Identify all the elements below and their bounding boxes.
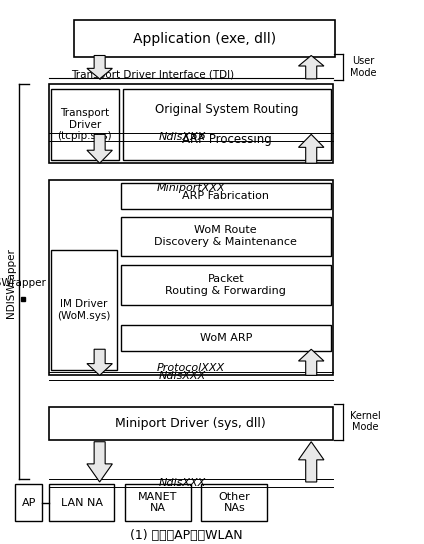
Bar: [121, 183, 331, 209]
Text: Transport
Driver
(tcpip.sys): Transport Driver (tcpip.sys): [58, 108, 112, 141]
Text: NDISWrapper: NDISWrapper: [6, 248, 16, 318]
Bar: [121, 325, 331, 351]
Bar: [123, 89, 331, 160]
Text: Application (exe, dll): Application (exe, dll): [133, 32, 276, 46]
Bar: [51, 250, 117, 370]
Text: User
Mode: User Mode: [350, 56, 376, 78]
Text: Packet
Routing & Forwarding: Packet Routing & Forwarding: [165, 274, 286, 296]
Text: Miniport Driver (sys, dll): Miniport Driver (sys, dll): [115, 417, 266, 430]
Text: IM Driver
(WoM.sys): IM Driver (WoM.sys): [57, 299, 110, 321]
Text: Kernel
Mode: Kernel Mode: [350, 411, 381, 432]
Bar: [51, 89, 119, 160]
Bar: [49, 84, 333, 163]
Text: LAN NA: LAN NA: [61, 498, 103, 508]
Polygon shape: [87, 442, 112, 482]
Text: MiniportXXX: MiniportXXX: [156, 183, 225, 193]
Text: MANET
NA: MANET NA: [138, 492, 178, 514]
Bar: [125, 484, 191, 521]
Bar: [49, 180, 333, 375]
Bar: [121, 265, 331, 305]
Bar: [49, 484, 114, 521]
Polygon shape: [87, 349, 112, 375]
Text: WoM Route
Discovery & Maintenance: WoM Route Discovery & Maintenance: [154, 225, 297, 247]
Text: NdisXXX: NdisXXX: [159, 132, 206, 141]
Text: WoM ARP: WoM ARP: [200, 333, 252, 343]
Text: AP: AP: [22, 498, 36, 508]
Polygon shape: [298, 55, 324, 79]
Text: ProtocolXXX: ProtocolXXX: [157, 363, 225, 373]
Text: NDISWrapper: NDISWrapper: [0, 278, 45, 288]
Polygon shape: [87, 134, 112, 163]
Text: NdisXXX: NdisXXX: [159, 478, 206, 487]
Text: NdisXXX: NdisXXX: [159, 371, 206, 381]
Polygon shape: [298, 442, 324, 482]
Text: ARP Fabrication: ARP Fabrication: [182, 191, 269, 201]
Bar: [201, 484, 267, 521]
Text: Other
NAs: Other NAs: [218, 492, 250, 514]
Bar: [74, 20, 335, 57]
Bar: [121, 217, 331, 256]
Bar: [49, 407, 333, 440]
Bar: [15, 484, 42, 521]
Text: Transport Driver Interface (TDI): Transport Driver Interface (TDI): [71, 70, 234, 80]
Text: Original System Routing

ARP Processing: Original System Routing ARP Processing: [155, 103, 298, 146]
Polygon shape: [298, 349, 324, 375]
Polygon shape: [298, 134, 324, 163]
Text: (1) 以专用AP接入WLAN: (1) 以专用AP接入WLAN: [130, 529, 243, 542]
Polygon shape: [87, 55, 112, 79]
